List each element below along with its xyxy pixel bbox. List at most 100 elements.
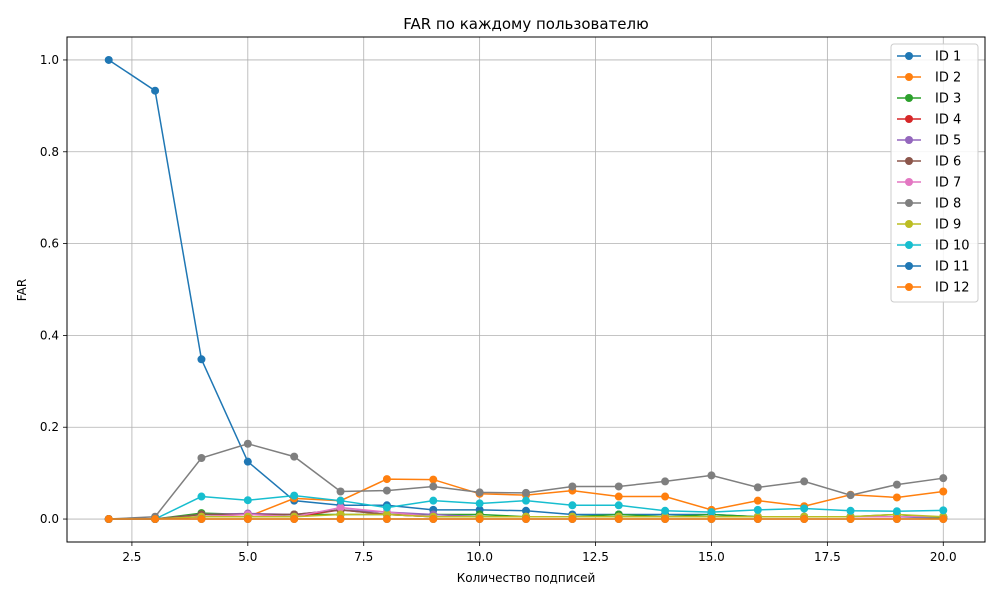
data-point	[892, 515, 901, 524]
x-tick-label: 10.0	[466, 550, 493, 564]
data-point	[614, 492, 623, 501]
data-point	[475, 515, 484, 524]
x-tick-label: 2.5	[122, 550, 141, 564]
legend-item: ID 4	[897, 113, 961, 128]
legend-label: ID 1	[935, 50, 961, 65]
legend-label: ID 8	[935, 197, 961, 212]
legend-box	[890, 43, 979, 303]
data-point	[336, 496, 345, 505]
legend-marker	[905, 115, 913, 123]
data-point	[939, 506, 948, 515]
y-axis: 0.0 0.2 0.4 0.6 0.8 1.0	[40, 53, 67, 526]
legend-label: ID 5	[935, 134, 961, 149]
chart-title: FAR по каждому пользователю	[403, 15, 649, 33]
data-point	[568, 482, 577, 491]
data-point	[336, 503, 345, 512]
data-point	[707, 515, 716, 524]
data-point	[243, 457, 252, 466]
legend-label: ID 4	[935, 113, 961, 128]
y-tick-label: 0.2	[40, 420, 59, 434]
legend-item: ID 6	[897, 155, 961, 170]
legend-item: ID 1	[897, 50, 961, 65]
plot-frame	[66, 36, 986, 543]
data-point	[892, 480, 901, 489]
y-tick-label: 0.6	[40, 237, 59, 251]
y-axis-title: FAR	[15, 279, 29, 301]
data-point	[753, 515, 762, 524]
data-point	[336, 487, 345, 496]
data-point	[846, 506, 855, 515]
legend-label: ID 12	[935, 281, 970, 296]
legend-label: ID 2	[935, 71, 961, 86]
data-point	[800, 515, 809, 524]
y-tick-label: 1.0	[40, 53, 59, 67]
x-tick-label: 20.0	[930, 550, 957, 564]
data-point	[568, 501, 577, 510]
data-point	[197, 492, 206, 501]
legend-label: ID 7	[935, 176, 961, 191]
legend-item: ID 2	[897, 71, 961, 86]
data-point	[753, 496, 762, 505]
data-point	[243, 496, 252, 505]
data-point	[939, 487, 948, 496]
data-point	[522, 515, 530, 524]
data-point	[614, 501, 623, 510]
data-point	[800, 477, 809, 486]
data-point	[290, 491, 299, 500]
x-tick-label: 15.0	[698, 550, 725, 564]
data-point	[243, 439, 252, 448]
data-point	[614, 515, 623, 524]
legend-marker	[905, 73, 913, 81]
data-point	[382, 515, 391, 524]
data-point	[707, 471, 716, 480]
legend-marker	[905, 94, 913, 102]
data-point	[290, 515, 299, 524]
data-point	[429, 496, 438, 505]
legend-marker	[905, 241, 913, 249]
data-point	[151, 86, 160, 95]
legend-marker	[905, 262, 913, 270]
x-axis-title: Количество подписей	[457, 571, 596, 585]
legend-marker	[905, 52, 913, 60]
data-point	[753, 505, 762, 514]
legend-label: ID 11	[935, 260, 970, 275]
data-point	[429, 482, 438, 491]
data-point	[661, 506, 670, 515]
data-point	[568, 515, 577, 524]
data-point	[197, 515, 206, 524]
legend-label: ID 6	[935, 155, 961, 170]
data-point	[522, 488, 530, 497]
legend-label: ID 9	[935, 218, 961, 233]
x-tick-label: 5.0	[238, 550, 257, 564]
data-point	[336, 515, 345, 524]
legend-label: ID 10	[935, 239, 970, 254]
series-layer	[104, 55, 948, 524]
legend-item: ID 11	[897, 260, 970, 275]
legend-item: ID 9	[897, 218, 961, 233]
data-point	[939, 474, 948, 483]
legend-marker	[905, 220, 913, 228]
y-tick-label: 0.0	[40, 512, 59, 526]
x-tick-label: 12.5	[582, 550, 609, 564]
data-point	[892, 507, 901, 516]
y-tick-label: 0.8	[40, 145, 59, 159]
legend-item: ID 10	[897, 239, 970, 254]
legend-item: ID 3	[897, 92, 961, 107]
data-point	[104, 55, 113, 64]
x-tick-label: 17.5	[814, 550, 841, 564]
data-point	[382, 475, 391, 484]
legend-label: ID 3	[935, 92, 961, 107]
data-point	[939, 515, 948, 524]
legend-marker	[905, 157, 913, 165]
legend-item: ID 5	[897, 134, 961, 149]
data-point	[104, 515, 113, 524]
data-point	[661, 492, 670, 501]
legend-marker	[905, 283, 913, 291]
data-point	[846, 491, 855, 500]
data-point	[429, 475, 438, 484]
data-point	[522, 496, 530, 505]
data-point	[661, 477, 670, 486]
data-point	[429, 515, 438, 524]
data-point	[614, 482, 623, 491]
